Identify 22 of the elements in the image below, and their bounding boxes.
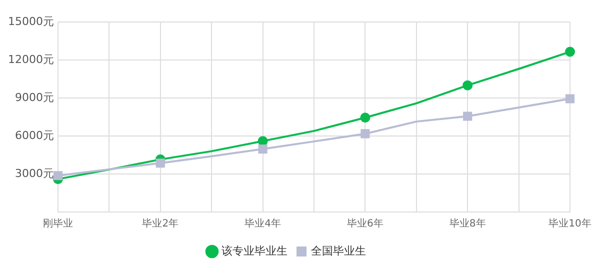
y-tick-label: 15000元 [8,14,54,28]
point [565,94,575,104]
y-tick-label: 12000元 [8,52,54,66]
point [360,129,370,138]
legend-label: 该专业毕业生 [222,244,288,258]
x-tick-label: 刚毕业 [42,218,73,230]
point [462,80,473,90]
y-tick-label: 9000元 [14,90,54,104]
x-tick-label: 毕业4年 [244,218,281,230]
point [463,112,472,121]
legend-label: 全国毕业生 [311,244,366,258]
y-tick-label: 6000元 [14,128,54,142]
x-tick-label: 毕业10年 [548,218,592,230]
point [53,171,63,180]
point [360,112,370,123]
x-tick-label: 毕业8年 [449,218,486,230]
point [258,144,268,154]
x-tick-label: 毕业2年 [142,218,179,230]
point [565,46,575,57]
point [156,158,165,168]
y-tick-label: 3000元 [14,166,54,180]
x-tick-label: 毕业6年 [347,218,384,230]
